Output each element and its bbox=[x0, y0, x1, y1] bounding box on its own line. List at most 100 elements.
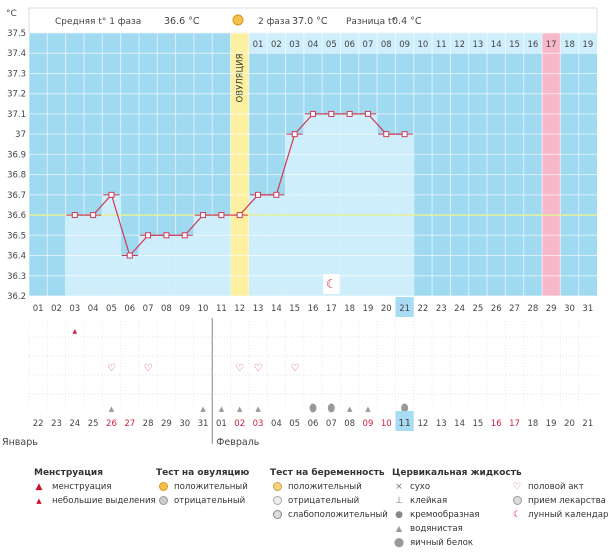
ovulation-positive-icon bbox=[158, 482, 168, 492]
month-label-january: Январь bbox=[2, 437, 38, 448]
cycle-day-label: 30 bbox=[564, 304, 575, 314]
eggwhite-icon: ⬤ bbox=[394, 538, 405, 548]
legend-creamy: кремообразная bbox=[410, 510, 480, 520]
calendar-date-label: 19 bbox=[546, 419, 557, 429]
y-tick-label: 36.2 bbox=[7, 292, 26, 302]
legend-menstruation-title: Менструация bbox=[34, 468, 103, 478]
legend-watery: водянистая bbox=[410, 524, 463, 534]
lunar-icon: ☾ bbox=[326, 277, 337, 291]
sticky-icon: ⊥ bbox=[395, 496, 403, 506]
calendar-date-label: 12 bbox=[418, 419, 429, 429]
temp-marker bbox=[291, 131, 298, 138]
calendar-date-label: 26 bbox=[106, 419, 117, 429]
calendar-date-label: 11 bbox=[398, 418, 411, 429]
phase1-value: 36.6 °C bbox=[164, 16, 200, 27]
cycle-day-label: 07 bbox=[143, 304, 154, 314]
cycle-day-label: 15 bbox=[289, 304, 300, 314]
post-ovulation-day: 12 bbox=[454, 40, 465, 50]
legend-pregnancy-negative: отрицательный bbox=[288, 496, 360, 506]
post-ovulation-day: 07 bbox=[363, 40, 374, 50]
calendar-date-label: 16 bbox=[491, 419, 502, 429]
y-tick-label: 36.3 bbox=[7, 272, 26, 282]
y-tick-label: 36.7 bbox=[7, 191, 26, 201]
calendar-date-label: 22 bbox=[33, 419, 44, 429]
legend-ovulation-test-title: Тест на овуляцию bbox=[156, 468, 250, 478]
sex-mark: ♡ bbox=[144, 363, 153, 374]
temp-marker bbox=[218, 212, 225, 219]
cycle-day-label: 29 bbox=[546, 304, 557, 314]
y-tick-label: 36.6 bbox=[7, 211, 26, 221]
legend-small-discharge: небольшие выделения bbox=[52, 496, 156, 506]
temp-column-9 bbox=[176, 235, 194, 296]
calendar-date-label: 30 bbox=[179, 419, 190, 429]
temp-column-13 bbox=[249, 194, 267, 296]
cycle-day-label: 09 bbox=[179, 304, 190, 314]
cycle-day-label: 05 bbox=[106, 304, 117, 314]
legend-ovulation-negative: отрицательный bbox=[174, 496, 246, 506]
cycle-day-label: 20 bbox=[381, 304, 392, 314]
post-ovulation-day: 08 bbox=[381, 40, 392, 50]
temp-column-17 bbox=[322, 113, 340, 296]
calendar-date-label: 14 bbox=[454, 419, 465, 429]
y-tick-label: 37.1 bbox=[7, 110, 26, 120]
sex-icon: ♡ bbox=[512, 482, 522, 492]
temp-marker bbox=[273, 191, 280, 198]
temp-marker bbox=[383, 131, 390, 138]
cycle-day-label: 04 bbox=[88, 304, 99, 314]
cycle-day-label: 26 bbox=[491, 304, 502, 314]
calendar-date-label: 29 bbox=[161, 419, 172, 429]
ovulation-label: ОВУЛЯЦИЯ bbox=[236, 53, 246, 102]
post-ovulation-day: 17 bbox=[546, 40, 557, 50]
legend-menstruation: менструация bbox=[52, 482, 112, 492]
watery-mark: ▲ bbox=[200, 405, 206, 413]
calendar-date-label: 01 bbox=[216, 419, 227, 429]
y-tick-label: 37.2 bbox=[7, 90, 26, 100]
creamy-icon: ● bbox=[395, 510, 403, 520]
legend-pregnancy-weak: слабоположительный bbox=[288, 510, 388, 520]
cycle-day-label: 03 bbox=[69, 304, 80, 314]
temp-marker bbox=[145, 232, 152, 239]
post-ovulation-day: 15 bbox=[509, 40, 520, 50]
post-ovulation-header bbox=[248, 33, 597, 53]
y-tick-label: 36.9 bbox=[7, 150, 26, 160]
calendar-date-label: 10 bbox=[381, 419, 392, 429]
post-ovulation-day: 04 bbox=[308, 40, 319, 50]
temp-marker bbox=[310, 110, 316, 117]
calendar-date-label: 15 bbox=[472, 419, 483, 429]
temp-column-14 bbox=[267, 194, 286, 296]
watery-mark: ▲ bbox=[255, 405, 261, 413]
temp-marker bbox=[126, 252, 133, 259]
watery-mark: ▲ bbox=[365, 405, 371, 413]
phase2-label: 2 фаза bbox=[258, 17, 290, 27]
y-tick-label: 37.5 bbox=[7, 29, 26, 39]
calendar-date-label: 24 bbox=[69, 419, 80, 429]
post-ovulation-day: 14 bbox=[491, 40, 502, 50]
temp-marker bbox=[328, 110, 335, 117]
post-ovulation-day: 10 bbox=[418, 40, 429, 50]
phase2-value: 37.0 °C bbox=[292, 16, 328, 27]
eggwhite-mark bbox=[401, 403, 409, 413]
temp-column-7 bbox=[139, 235, 157, 296]
calendar-date-label: 06 bbox=[308, 419, 319, 429]
eggwhite-mark bbox=[327, 403, 335, 413]
calendar-date-label: 02 bbox=[234, 419, 245, 429]
highlight-column-29 bbox=[542, 33, 561, 296]
small-discharge-mark: ▲ bbox=[72, 328, 77, 335]
calendar-date-label: 31 bbox=[198, 419, 209, 429]
pregnancy-positive-icon bbox=[272, 482, 282, 492]
y-tick-label: 36.4 bbox=[7, 252, 26, 262]
cycle-day-label: 08 bbox=[161, 304, 172, 314]
calendar-date-label: 05 bbox=[289, 419, 300, 429]
legend-cervical-title: Цервикальная жидкость bbox=[392, 468, 522, 478]
legend-ovulation-positive: положительный bbox=[174, 482, 248, 492]
ovulation-column bbox=[230, 33, 249, 296]
post-ovulation-day: 18 bbox=[564, 40, 575, 50]
temp-marker bbox=[401, 131, 408, 138]
post-ovulation-day: 06 bbox=[344, 40, 355, 50]
watery-mark: ▲ bbox=[109, 405, 115, 413]
highlight-day-cell bbox=[395, 297, 414, 317]
cycle-day-label: 21 bbox=[399, 304, 410, 314]
legend-eggwhite: яичный белок bbox=[410, 538, 474, 548]
legend-dry: сухо bbox=[410, 482, 431, 492]
